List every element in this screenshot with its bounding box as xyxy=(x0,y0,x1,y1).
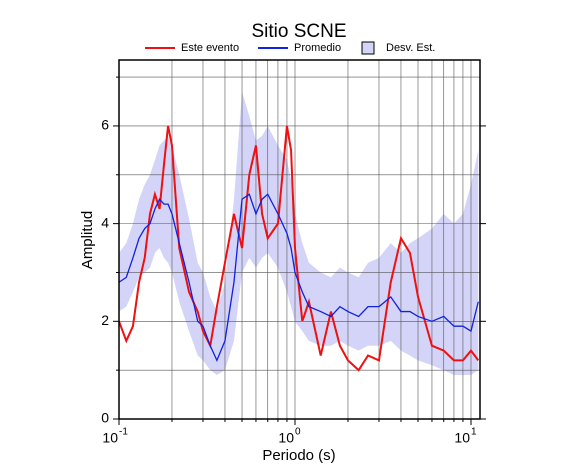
x-tick-label: 10 xyxy=(454,430,470,446)
y-tick-label: 0 xyxy=(101,410,109,426)
y-axis-label: Amplitud xyxy=(79,211,96,269)
plot-frame xyxy=(118,59,481,420)
x-tick-label: 10 xyxy=(278,430,294,446)
std-band xyxy=(119,91,479,376)
legend-label: Promedio xyxy=(294,42,341,54)
x-tick-exponent: 1 xyxy=(471,427,477,438)
x-axis-label: Periodo (s) xyxy=(262,447,335,464)
series-line xyxy=(118,193,479,363)
y-tick-label: 6 xyxy=(101,117,109,133)
x-tick-label: 10 xyxy=(102,430,118,446)
y-tick-label: 2 xyxy=(101,312,109,328)
y-tick-label: 4 xyxy=(101,214,109,230)
legend-swatch xyxy=(361,41,375,55)
x-tick-exponent: -1 xyxy=(119,427,128,438)
legend-label: Desv. Est. xyxy=(386,42,435,54)
x-tick-exponent: 0 xyxy=(295,427,301,438)
series-line xyxy=(118,125,480,372)
chart-title: Sitio SCNE xyxy=(251,21,346,42)
legend-label: Este evento xyxy=(181,42,239,54)
